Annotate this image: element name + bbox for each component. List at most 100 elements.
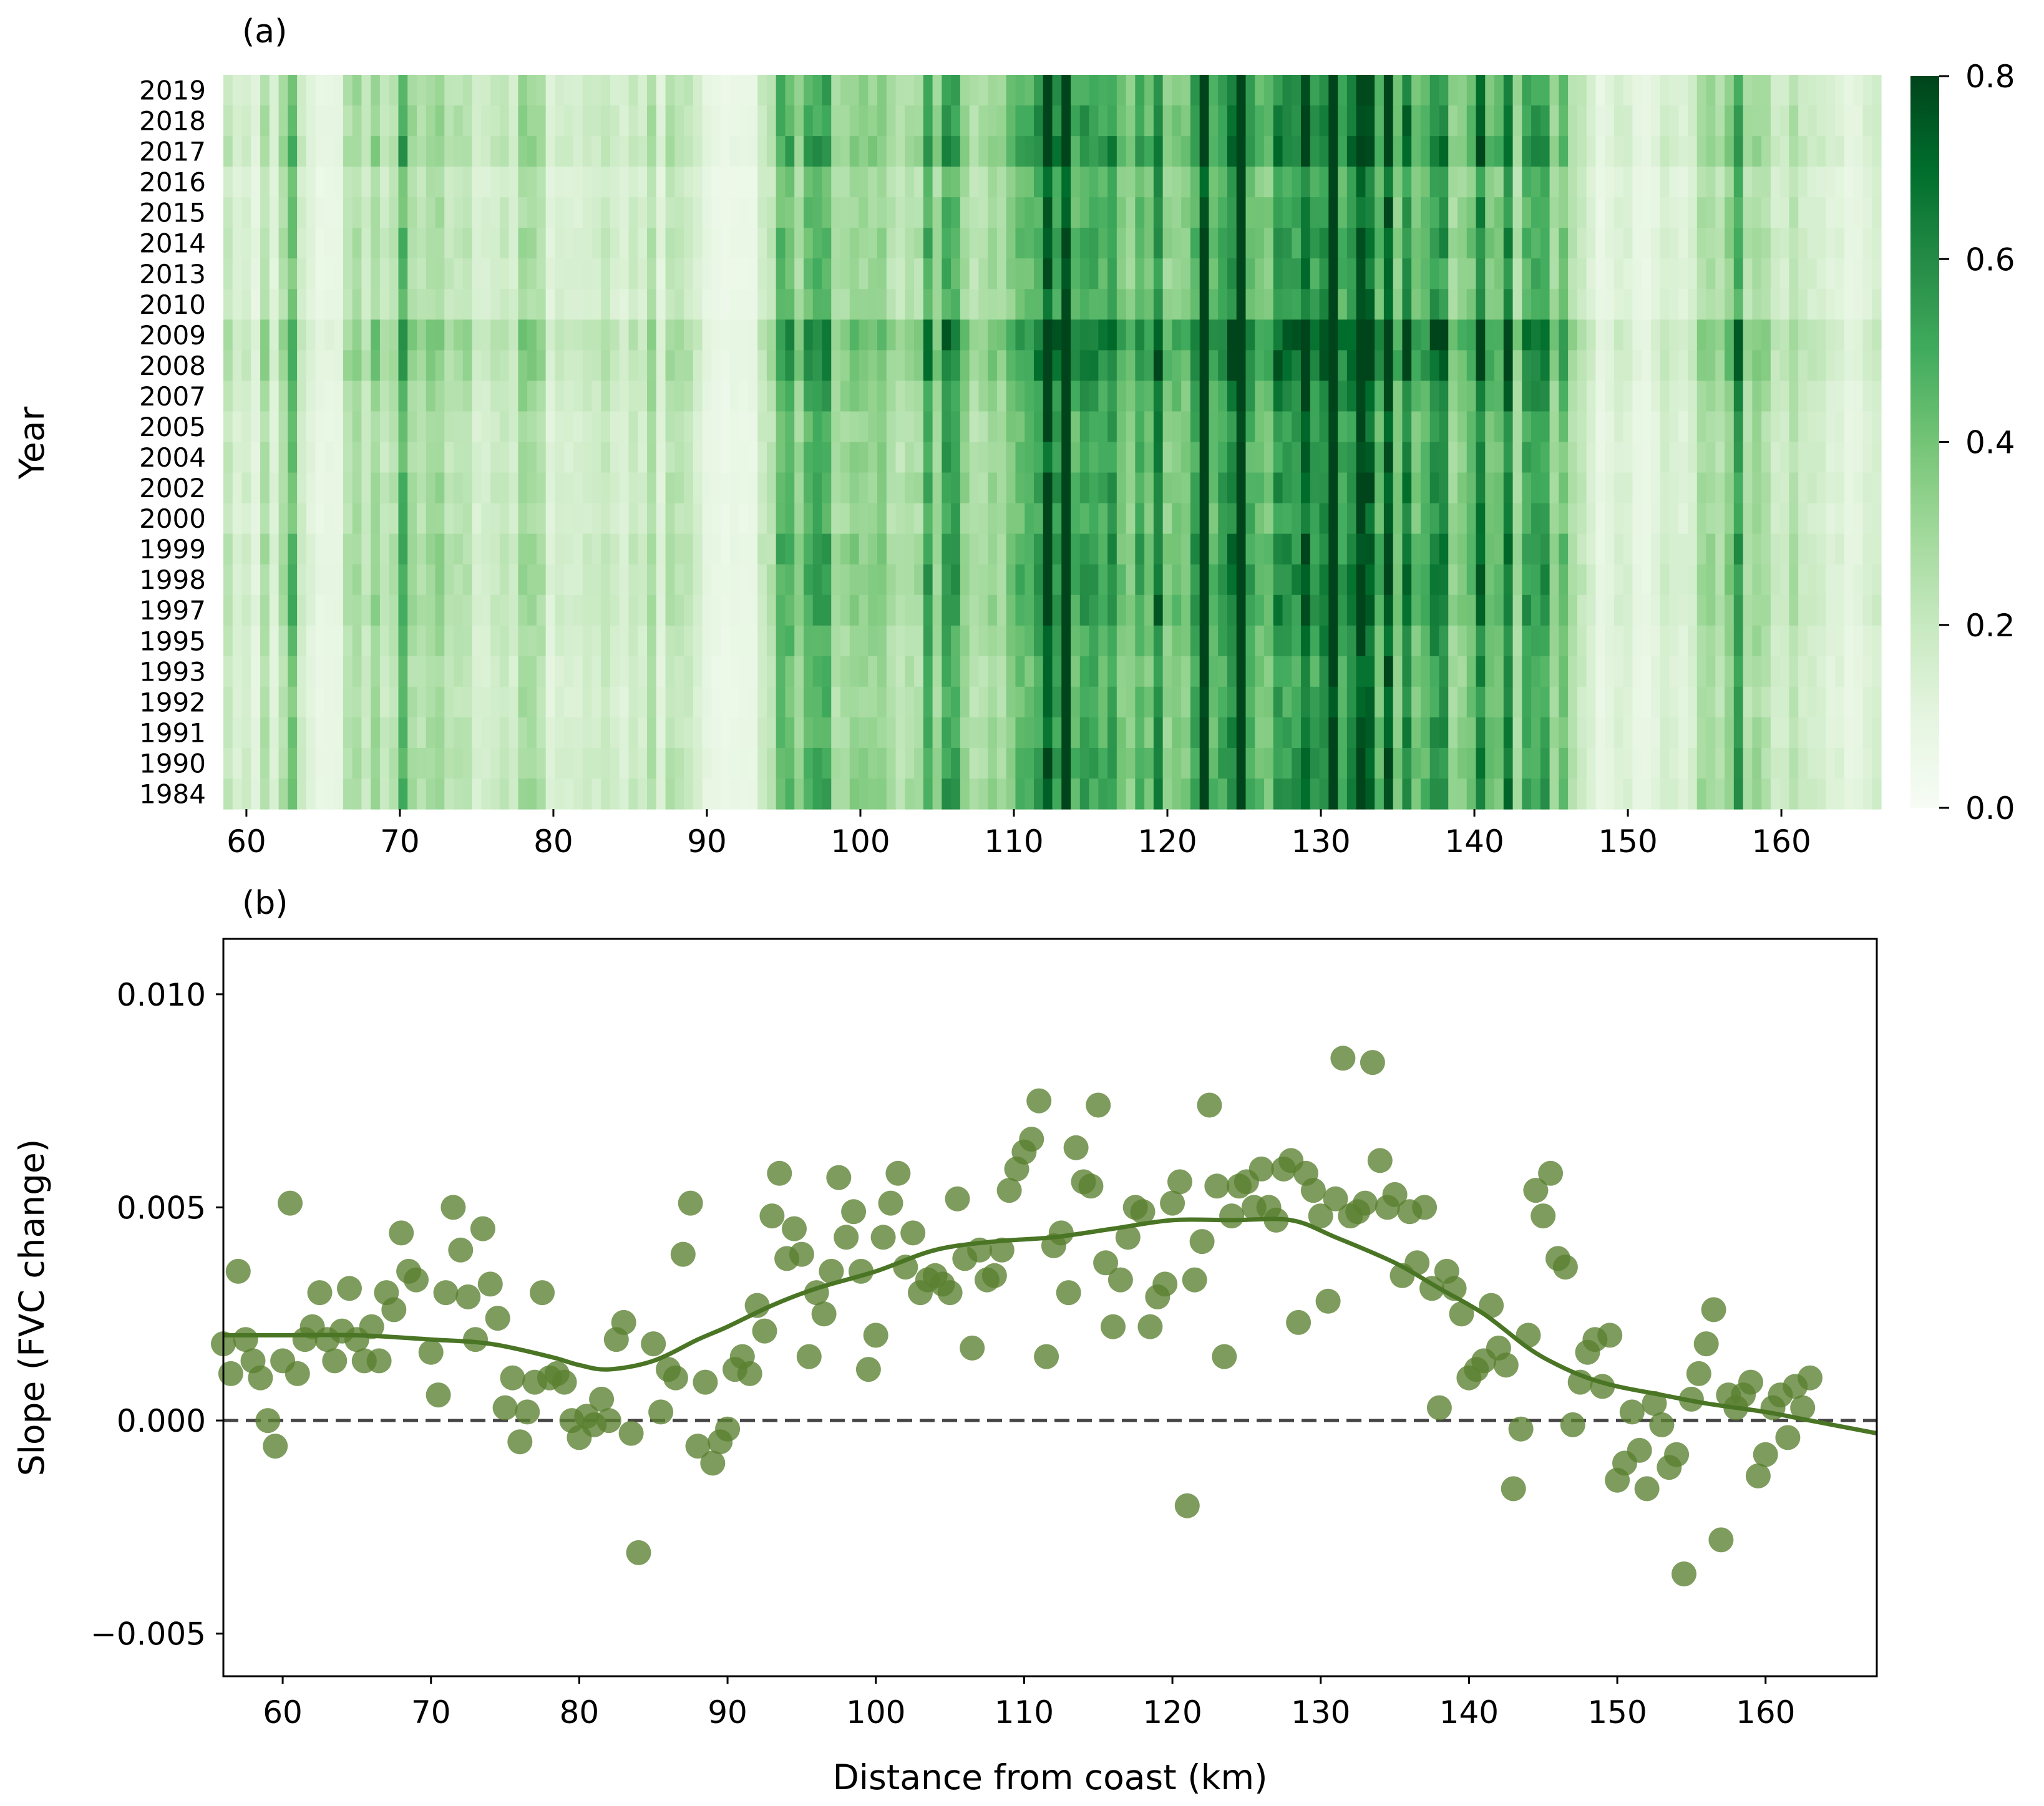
heatmap-cell — [978, 105, 988, 137]
heatmap-cell — [1107, 472, 1117, 504]
heatmap-cell — [1476, 778, 1486, 810]
heatmap-cell — [628, 197, 638, 228]
heatmap-cell — [1512, 686, 1522, 718]
heatmap-cell — [960, 595, 970, 626]
heatmap-cell — [739, 289, 749, 320]
heatmap-cell — [1540, 258, 1550, 289]
heatmap-cell — [324, 747, 334, 779]
heatmap-cell — [1798, 442, 1808, 473]
heatmap-cell — [1494, 472, 1504, 504]
heatmap-cell — [490, 595, 500, 626]
heatmap-cell — [794, 533, 804, 565]
heatmap-cell — [389, 258, 399, 289]
heatmap-cell — [1319, 197, 1329, 228]
scatter-y-axis-title: Slope (FVC change) — [12, 1139, 52, 1477]
heatmap-cell — [1338, 75, 1348, 106]
heatmap-cell — [1236, 778, 1247, 810]
heatmap-cell — [601, 350, 611, 382]
heatmap-cell — [416, 411, 427, 443]
heatmap-cell — [536, 289, 547, 320]
heatmap-cell — [840, 656, 850, 687]
heatmap-cell — [1559, 564, 1569, 596]
heatmap-cell — [1632, 350, 1642, 382]
heatmap-cell — [1568, 595, 1578, 626]
heatmap-cell — [1033, 564, 1044, 596]
heatmap-cell — [1872, 136, 1882, 167]
heatmap-cell — [1549, 105, 1559, 137]
heatmap-cell — [988, 105, 998, 137]
scatter-point — [1137, 1314, 1163, 1339]
heatmap-cell — [840, 533, 850, 565]
heatmap-cell — [536, 625, 547, 657]
heatmap-cell — [619, 656, 630, 687]
heatmap-cell — [315, 503, 325, 535]
heatmap-cell — [564, 289, 574, 320]
heatmap-cell — [324, 197, 334, 228]
scatter-point — [981, 1263, 1007, 1288]
heatmap-cell — [1715, 289, 1725, 320]
heatmap-cell — [1338, 411, 1348, 443]
heatmap-cell — [978, 197, 988, 228]
heatmap-cell — [739, 656, 749, 687]
heatmap-cell — [757, 136, 767, 167]
heatmap-cell — [1282, 381, 1292, 412]
heatmap-cell — [859, 136, 869, 167]
heatmap-cell — [1448, 197, 1458, 228]
heatmap-cell — [527, 197, 537, 228]
heatmap-cell — [1448, 747, 1458, 779]
heatmap-cell — [1346, 717, 1357, 749]
heatmap-cell — [591, 442, 601, 473]
heatmap-cell — [1595, 136, 1605, 167]
heatmap-cell — [1605, 258, 1615, 289]
heatmap-cell — [1033, 503, 1044, 535]
heatmap-cell — [1181, 167, 1191, 198]
heatmap-cell — [1310, 503, 1320, 535]
scatter-point — [1107, 1267, 1133, 1293]
heatmap-cell — [582, 289, 593, 320]
heatmap-cell — [1669, 564, 1679, 596]
heatmap-cell — [1752, 105, 1762, 137]
heatmap-cell — [1725, 472, 1735, 504]
heatmap-cell — [1144, 747, 1154, 779]
heatmap-cell — [638, 656, 648, 687]
heatmap-cell — [582, 656, 593, 687]
heatmap-cell — [1033, 350, 1044, 382]
heatmap-cell — [260, 503, 270, 535]
heatmap-cell — [656, 197, 666, 228]
heatmap-cell — [1356, 503, 1366, 535]
heatmap-cell — [988, 778, 998, 810]
heatmap-cell — [241, 625, 251, 657]
heatmap-cell — [1835, 75, 1845, 106]
heatmap-cell — [776, 595, 786, 626]
heatmap-cell — [1052, 686, 1062, 718]
heatmap-cell — [1798, 289, 1808, 320]
heatmap-cell — [379, 533, 390, 565]
heatmap-cell — [564, 228, 574, 259]
heatmap-cell — [1872, 289, 1882, 320]
heatmap-cell — [1733, 289, 1744, 320]
heatmap-cell — [702, 564, 712, 596]
heatmap-cell — [1835, 625, 1845, 657]
heatmap-cell — [1549, 503, 1559, 535]
heatmap-cell — [1393, 75, 1403, 106]
heatmap-cell — [1162, 472, 1172, 504]
heatmap-cell — [1826, 656, 1836, 687]
heatmap-cell — [269, 136, 280, 167]
heatmap-cell — [241, 197, 251, 228]
heatmap-cell — [628, 228, 638, 259]
heatmap-cell — [1015, 442, 1025, 473]
heatmap-cell — [1375, 258, 1385, 289]
heatmap-cell — [840, 503, 850, 535]
heatmap-cell — [969, 503, 980, 535]
heatmap-cell — [601, 656, 611, 687]
heatmap-cell — [610, 319, 620, 351]
heatmap-cell — [1844, 503, 1854, 535]
heatmap-cell — [518, 533, 528, 565]
heatmap-cell — [1181, 258, 1191, 289]
heatmap-cell — [1273, 411, 1283, 443]
heatmap-cell — [840, 167, 850, 198]
heatmap-cell — [1411, 167, 1421, 198]
x-tick-label: 70 — [411, 1694, 451, 1731]
heatmap-cell — [1669, 503, 1679, 535]
heatmap-cell — [1642, 136, 1652, 167]
